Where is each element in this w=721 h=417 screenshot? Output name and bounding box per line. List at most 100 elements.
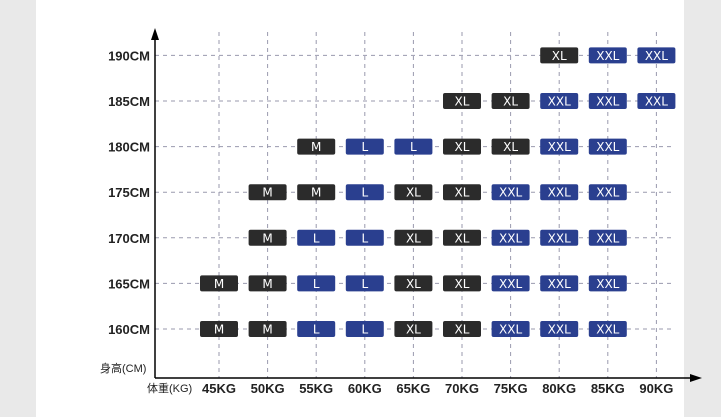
size-cell-label: XXL xyxy=(596,140,619,154)
size-cell-label: XXL xyxy=(645,95,668,109)
y-tick-label: 190CM xyxy=(108,48,150,63)
y-tick-label: 170CM xyxy=(108,231,150,246)
size-cell-label: XXL xyxy=(499,277,522,291)
size-cell-label: XL xyxy=(406,186,421,200)
size-cell-label: XXL xyxy=(596,49,619,63)
size-cell xyxy=(200,321,238,337)
size-cell xyxy=(491,138,530,155)
size-cell xyxy=(345,184,384,201)
size-cell xyxy=(443,229,481,246)
size-cell xyxy=(588,321,627,337)
size-cell xyxy=(297,321,336,337)
size-cell xyxy=(394,229,433,246)
x-tick-label: 80KG xyxy=(542,381,576,396)
size-cell xyxy=(394,184,433,201)
size-cell-label: L xyxy=(361,277,368,291)
size-cell xyxy=(540,275,579,292)
size-cell-label: XXL xyxy=(548,277,571,291)
size-cell-label: XL xyxy=(552,49,567,63)
size-cell xyxy=(588,138,627,155)
size-cell xyxy=(588,275,627,292)
size-cell xyxy=(491,184,530,201)
size-cell xyxy=(443,93,481,109)
x-tick-label: 75KG xyxy=(494,381,528,396)
size-cell-label: XL xyxy=(406,323,421,337)
size-cell xyxy=(297,275,336,292)
size-cell xyxy=(345,321,384,337)
size-cell xyxy=(491,275,530,292)
size-cell xyxy=(540,47,579,64)
size-cell xyxy=(394,138,433,155)
size-cell xyxy=(345,229,384,246)
size-cell-label: L xyxy=(361,186,368,200)
size-cell xyxy=(540,138,579,155)
size-cell xyxy=(200,275,238,292)
size-cell xyxy=(637,47,676,64)
y-axis-title: 身高(CM) xyxy=(100,361,146,375)
size-cell-label: XL xyxy=(406,277,421,291)
size-cell-label: M xyxy=(214,277,224,291)
size-cell-label: XXL xyxy=(596,95,619,109)
size-cell-label: XL xyxy=(406,231,421,245)
size-cell xyxy=(248,275,287,292)
size-cell xyxy=(345,275,384,292)
size-cell-label: L xyxy=(313,231,320,245)
size-cell-label: XL xyxy=(455,140,470,154)
chart-panel xyxy=(36,0,684,417)
size-cell xyxy=(394,321,433,337)
y-axis-arrow xyxy=(151,28,159,40)
size-cell xyxy=(540,229,579,246)
size-cell xyxy=(248,229,287,246)
size-cell-label: M xyxy=(311,186,321,200)
size-cell xyxy=(297,229,336,246)
size-cell xyxy=(588,229,627,246)
size-cell-label: M xyxy=(262,231,272,245)
size-cell xyxy=(443,275,481,292)
size-cell xyxy=(588,47,627,64)
y-tick-label: 165CM xyxy=(108,276,150,291)
size-cell xyxy=(588,93,627,109)
size-cell xyxy=(345,138,384,155)
size-cell-label: XXL xyxy=(596,323,619,337)
size-cell-label: XL xyxy=(455,231,470,245)
size-cell-label: L xyxy=(410,140,417,154)
size-cell-label: XXL xyxy=(548,95,571,109)
size-cell xyxy=(491,229,530,246)
size-cell xyxy=(491,93,530,109)
size-cell xyxy=(540,93,579,109)
size-cell-label: XXL xyxy=(548,186,571,200)
size-cell-label: L xyxy=(313,323,320,337)
x-tick-label: 55KG xyxy=(299,381,333,396)
size-cell-label: XXL xyxy=(548,231,571,245)
size-cell-label: XXL xyxy=(548,140,571,154)
size-cell-label: XXL xyxy=(596,231,619,245)
size-cell-label: M xyxy=(262,323,272,337)
x-tick-label: 60KG xyxy=(348,381,382,396)
y-tick-label: 185CM xyxy=(108,94,150,109)
size-cell xyxy=(297,138,336,155)
size-cell-label: L xyxy=(361,323,368,337)
size-cell xyxy=(248,184,287,201)
size-cell-label: XXL xyxy=(499,186,522,200)
size-cell-label: XL xyxy=(455,186,470,200)
size-cell xyxy=(443,138,481,155)
size-cell-label: XXL xyxy=(548,323,571,337)
size-cell xyxy=(443,321,481,337)
size-cell-label: XXL xyxy=(499,231,522,245)
size-cell xyxy=(540,184,579,201)
size-cell-label: M xyxy=(262,186,272,200)
size-cell xyxy=(637,93,676,109)
size-cell xyxy=(394,275,433,292)
size-cell-label: L xyxy=(313,277,320,291)
size-cell-label: XXL xyxy=(596,277,619,291)
x-axis-arrow xyxy=(690,374,702,382)
size-cell-label: M xyxy=(311,140,321,154)
size-cell xyxy=(443,184,481,201)
size-cell-label: XL xyxy=(455,95,470,109)
size-cell-label: XL xyxy=(455,277,470,291)
x-axis-title: 体重(KG) xyxy=(147,381,192,395)
y-tick-label: 175CM xyxy=(108,185,150,200)
size-cell-label: M xyxy=(262,277,272,291)
